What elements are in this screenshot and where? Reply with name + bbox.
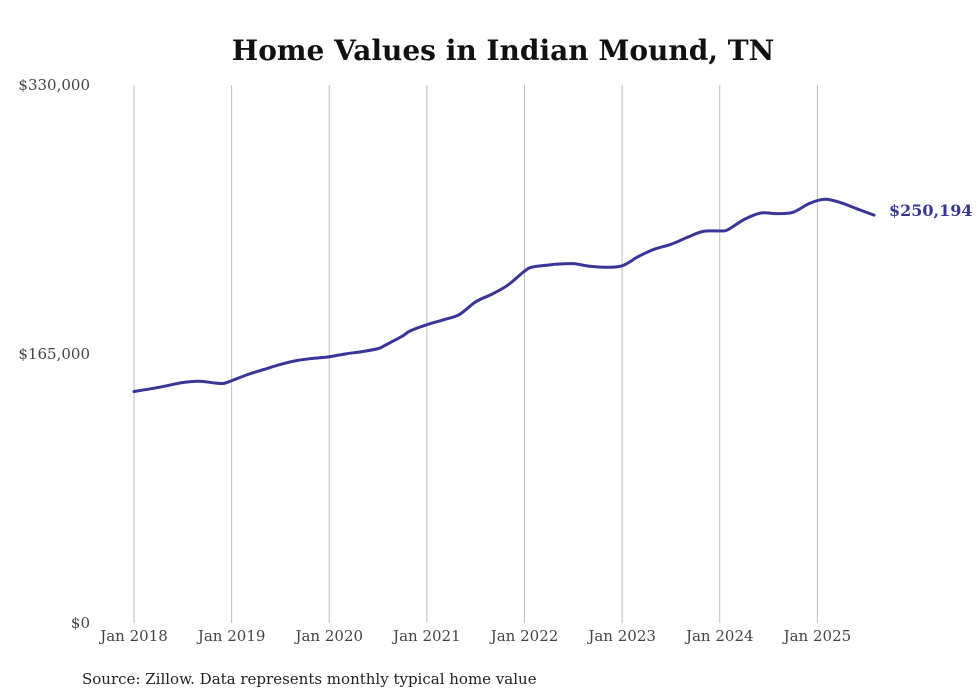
series-points <box>132 197 876 393</box>
source-note: Source: Zillow. Data represents monthly … <box>82 670 537 688</box>
data-point <box>457 313 461 317</box>
data-point <box>808 201 811 205</box>
x-tick-label: Jan 2018 <box>98 627 168 645</box>
data-point <box>637 254 641 258</box>
data-point <box>198 379 201 383</box>
data-point <box>132 390 136 393</box>
data-point <box>181 381 185 384</box>
data-point <box>213 381 217 385</box>
data-point <box>230 379 234 383</box>
data-point <box>295 359 299 362</box>
data-point <box>523 269 526 273</box>
data-point <box>401 334 404 338</box>
y-tick-label: $165,000 <box>18 345 90 363</box>
data-point <box>157 386 160 389</box>
x-tick-label: Jan 2020 <box>293 627 363 645</box>
data-point <box>442 318 445 322</box>
data-point <box>474 300 478 304</box>
data-point <box>759 211 763 215</box>
data-point <box>872 213 876 217</box>
data-point <box>490 292 494 296</box>
end-value-label: $250,194 <box>889 201 973 220</box>
data-point <box>774 212 778 216</box>
data-point <box>311 357 315 360</box>
x-tick-label: Jan 2022 <box>489 627 559 645</box>
data-point <box>547 263 551 267</box>
y-tick-label: $0 <box>71 614 90 632</box>
data-point <box>360 350 363 354</box>
data-point <box>791 210 795 214</box>
y-tick-label: $330,000 <box>18 76 90 94</box>
x-tick-label: Jan 2021 <box>391 627 461 645</box>
data-point <box>823 197 827 201</box>
data-point <box>327 355 331 359</box>
data-point <box>246 372 250 376</box>
data-point <box>840 201 844 205</box>
data-point <box>742 218 746 221</box>
data-point <box>669 242 673 246</box>
series-line-home-value <box>132 197 876 393</box>
data-point <box>726 228 729 232</box>
data-point <box>571 262 575 266</box>
data-point <box>262 368 266 371</box>
data-point <box>222 381 226 385</box>
x-axis: Jan 2018 Jan 2019 Jan 2020 Jan 2021 Jan 2022… <box>98 627 851 645</box>
data-point <box>588 264 592 268</box>
chart-title: Home Values in Indian Mound, TN <box>232 34 775 67</box>
data-point <box>376 347 380 351</box>
x-tick-label: Jan 2025 <box>782 627 852 645</box>
data-point <box>856 207 860 211</box>
data-point <box>555 262 559 266</box>
data-point <box>718 229 722 233</box>
data-point <box>530 265 534 269</box>
data-point <box>279 363 282 366</box>
data-point <box>701 230 705 233</box>
data-point <box>384 343 388 347</box>
data-point <box>620 264 624 268</box>
x-tick-label: Jan 2024 <box>684 627 754 645</box>
data-point <box>652 247 656 251</box>
data-point <box>408 329 412 333</box>
grid-lines <box>133 85 818 623</box>
x-tick-label: Jan 2019 <box>196 627 266 645</box>
x-tick-label: Jan 2023 <box>586 627 656 645</box>
data-point <box>506 283 510 287</box>
data-point <box>686 235 689 239</box>
data-point <box>425 323 429 327</box>
data-point <box>604 265 607 269</box>
data-point <box>344 352 348 356</box>
y-axis: $0 $165,000 $330,000 <box>18 76 90 632</box>
